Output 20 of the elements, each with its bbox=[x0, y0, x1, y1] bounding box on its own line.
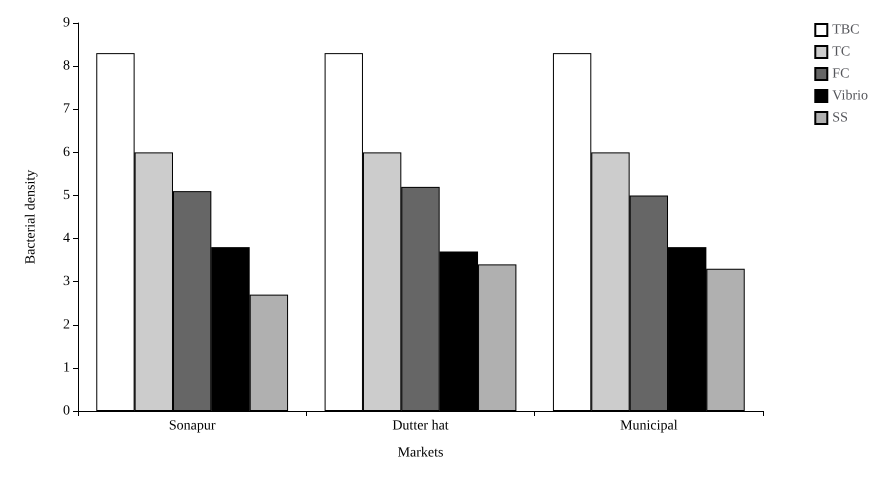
y-tick-label: 9 bbox=[63, 16, 70, 30]
x-tick-label: Sonapur bbox=[168, 418, 216, 434]
y-tick-label: 1 bbox=[63, 360, 70, 376]
legend-label: SS bbox=[832, 110, 848, 126]
legend-label: TBC bbox=[832, 22, 860, 38]
x-tick-label: Dutter hat bbox=[392, 418, 449, 434]
y-tick-label: 7 bbox=[63, 102, 70, 117]
legend-label: TC bbox=[832, 44, 850, 60]
y-tick-label: 5 bbox=[63, 188, 70, 203]
y-tick-label: 2 bbox=[63, 317, 70, 332]
y-tick-label: 0 bbox=[63, 404, 70, 418]
y-tick-label: 3 bbox=[63, 274, 70, 290]
y-tick-label: 6 bbox=[63, 144, 70, 160]
x-axis-title: Markets bbox=[398, 446, 444, 460]
y-axis-title: Bacterial density bbox=[24, 170, 38, 264]
y-tick-label: 4 bbox=[63, 231, 70, 246]
x-tick-label: Municipal bbox=[620, 418, 678, 434]
legend-label: Vibrio bbox=[832, 88, 868, 104]
y-tick-label: 8 bbox=[63, 58, 70, 74]
legend-label: FC bbox=[832, 66, 850, 82]
